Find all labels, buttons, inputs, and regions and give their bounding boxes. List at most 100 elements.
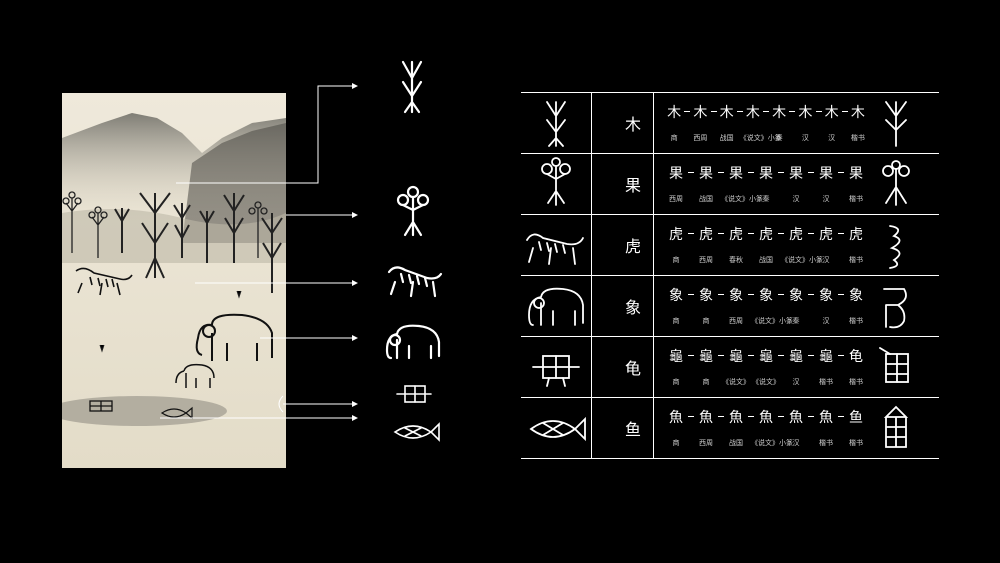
stage-label: 西周 <box>699 439 713 447</box>
evolution-glyph: 虎 <box>759 227 773 243</box>
evolution-glyph: 木 <box>719 105 734 121</box>
elephant-glyph-in-painting <box>195 313 273 361</box>
evolution-dash <box>688 416 694 417</box>
evolution-dash <box>748 172 754 173</box>
evolution-sequence: 龜龜龜龜龜龜龟商商《说文》 《说文》汉楷书 楷书 <box>661 346 881 394</box>
table-row: 象象象象象象象象商商西周 《说文》小篆秦汉楷书 <box>521 275 939 337</box>
stage-label: 汉 <box>822 256 830 264</box>
evolution-sequence: 虎虎虎虎虎虎虎商西周 春秋 战国 《说文》小篆汉楷书 <box>661 224 881 272</box>
stage-label: 楷书 <box>819 378 833 386</box>
painting-svg <box>62 93 286 468</box>
evolution-dash <box>838 355 844 356</box>
stylized-glyph <box>885 101 907 147</box>
evolution-dash <box>763 111 769 112</box>
stage-label: 汉 <box>822 317 830 325</box>
evolution-glyph: 龜 <box>729 349 743 365</box>
evolution-glyph: 虎 <box>729 227 743 243</box>
evolution-dash <box>718 233 724 234</box>
evolution-dash <box>748 294 754 295</box>
evolution-dash <box>748 355 754 356</box>
stage-label: 《说文》小篆 <box>751 317 793 325</box>
evolution-dash <box>808 172 814 173</box>
stage-label: 秦 <box>792 317 800 325</box>
evolution-dash <box>718 172 724 173</box>
evolution-glyph: 果 <box>819 166 833 182</box>
stage-label: 西周 <box>729 317 743 325</box>
evolution-glyph: 木 <box>745 105 760 121</box>
stage-label: 汉 <box>792 378 800 386</box>
turtle-glyph-in-painting <box>89 400 113 412</box>
evolution-dash <box>718 416 724 417</box>
evolution-dash <box>688 355 694 356</box>
evolution-dash <box>736 111 743 112</box>
row-pictograph <box>529 416 586 442</box>
evolution-glyph: 虎 <box>789 227 803 243</box>
row-pictograph <box>541 157 571 206</box>
table-row: 虎虎虎虎虎虎虎虎商西周 春秋 战国 《说文》小篆汉楷书 <box>521 214 939 276</box>
stage-label: 西周 <box>669 195 683 203</box>
evolution-glyph: 象 <box>669 288 683 304</box>
evolution-dash <box>710 111 717 112</box>
stage-label: 商 <box>672 256 680 264</box>
evolution-glyph: 虎 <box>849 227 863 243</box>
stage-label: 商 <box>672 439 680 447</box>
evolution-glyph: 象 <box>759 288 773 304</box>
evolution-dash <box>778 172 784 173</box>
evolution-dash <box>838 416 844 417</box>
evolution-glyph: 魚 <box>789 410 803 426</box>
stage-label: 《说文》小篆 <box>739 134 782 142</box>
modern-character: 象 <box>624 298 641 317</box>
evolution-glyph: 木 <box>772 105 787 121</box>
evolution-dash <box>718 355 724 356</box>
stage-label: 楷书 <box>849 195 863 203</box>
modern-character: 鱼 <box>624 420 641 439</box>
evolution-dash <box>718 294 724 295</box>
stage-label: 汉 <box>822 195 830 203</box>
evolution-glyph: 龜 <box>759 349 773 365</box>
evolution-glyph: 魚 <box>699 410 713 426</box>
evolution-dash <box>688 233 694 234</box>
stage-label: 楷书 <box>850 134 865 142</box>
evolution-dash <box>688 294 694 295</box>
stage-label: 春秋 <box>729 256 743 264</box>
evolution-dash <box>748 416 754 417</box>
stage-label: 商 <box>672 378 680 386</box>
evolution-dash <box>778 233 784 234</box>
evolution-dash <box>838 172 844 173</box>
stage-label: 汉 <box>801 134 809 142</box>
stage-label: 《说文》小篆 <box>751 439 793 447</box>
ink-landscape-painting <box>62 93 286 468</box>
evolution-dash <box>841 111 848 112</box>
evolution-dash <box>778 416 784 417</box>
stage-label: 汉 <box>828 134 836 142</box>
row-pictograph <box>528 287 584 326</box>
stylized-glyph <box>883 288 907 329</box>
evolution-glyph: 象 <box>729 288 743 304</box>
tiger-glyph-in-painting <box>75 267 133 296</box>
evolution-glyph: 果 <box>729 166 743 182</box>
stage-label: 《说文》小篆 <box>781 256 823 264</box>
stage-label: 《说文》小篆 <box>721 195 763 203</box>
small-elephant-glyph <box>175 363 215 388</box>
fish-glyph-in-painting <box>160 406 193 420</box>
evolution-glyph: 魚 <box>729 410 743 426</box>
stage-label: 商 <box>702 378 710 386</box>
table-row: 鱼魚魚魚魚魚魚鱼商西周 战国 《说文》小篆汉楷书 楷书 <box>521 397 939 459</box>
evolution-glyph: 虎 <box>819 227 833 243</box>
stage-label: 商 <box>702 317 710 325</box>
stage-label: 战国 <box>729 439 743 447</box>
evolution-glyph: 龜 <box>789 349 803 365</box>
table-row: 龟龜龜龜龜龜龜龟商商《说文》 《说文》汉楷书 楷书 <box>521 336 939 398</box>
evolution-dash <box>748 233 754 234</box>
evolution-glyph: 象 <box>819 288 833 304</box>
evolution-dash <box>684 111 691 112</box>
modern-character: 虎 <box>624 237 641 256</box>
extracted-glyph-column <box>385 60 443 442</box>
evolution-glyph: 魚 <box>759 410 773 426</box>
stage-label: 《说文》 <box>752 378 780 386</box>
stylized-glyph <box>889 225 901 269</box>
stylized-glyph <box>882 160 910 206</box>
grass-marks <box>99 290 242 353</box>
